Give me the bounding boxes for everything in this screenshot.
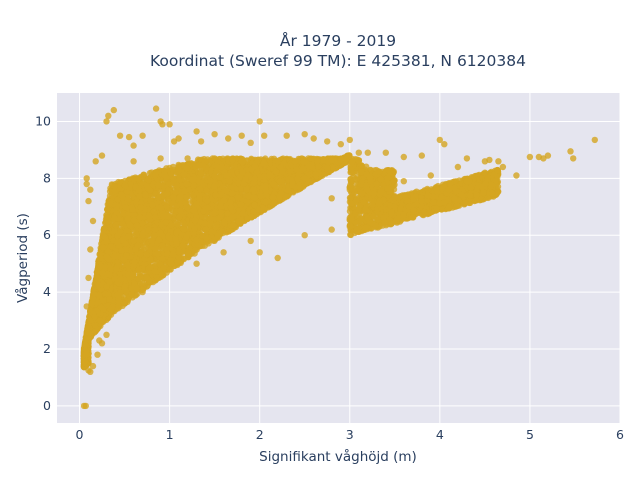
data-point <box>346 208 354 215</box>
data-point <box>347 231 355 239</box>
data-points <box>80 105 598 410</box>
chart-subtitle: Koordinat (Sweref 99 TM): E 425381, N 61… <box>150 52 526 70</box>
chart-title: År 1979 - 2019 <box>280 31 396 50</box>
